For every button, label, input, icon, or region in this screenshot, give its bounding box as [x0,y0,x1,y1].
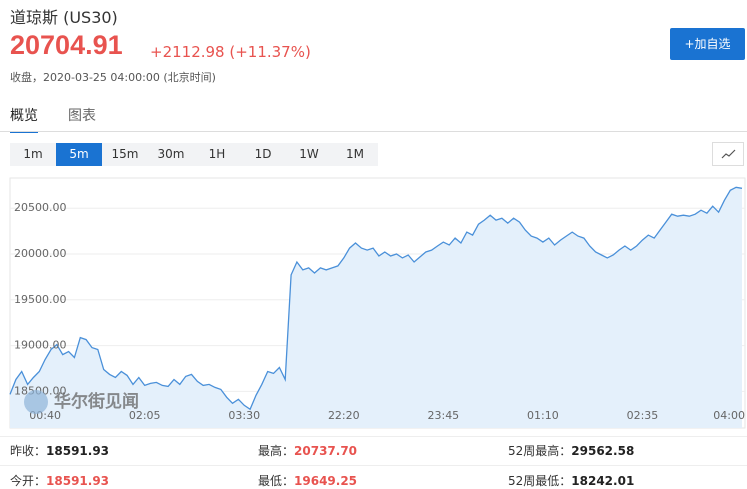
interval-button[interactable]: 15m [111,147,139,161]
stat-label: 最低： [258,474,295,488]
interval-button[interactable]: 1W [299,147,319,161]
tab[interactable]: 概览 [10,105,38,133]
x-tick-label: 02:05 [129,409,161,422]
interval-button[interactable]: 5m [56,143,102,166]
interval-bar: 1m 5m 15m 30m 1H 1D 1W 1M [10,143,378,166]
y-tick-label: 20000.00 [14,247,67,260]
stat-label: 今开： [10,474,47,488]
x-tick-label: 23:45 [427,409,459,422]
area [10,187,742,428]
price: 20704.91 [10,30,123,60]
interval-button[interactable]: 1M [346,147,364,161]
divider [0,465,747,466]
x-tick-label: 00:40 [29,409,61,422]
stat: 52周最高：29562.58 [508,442,634,459]
tab[interactable]: 图表 [68,108,96,124]
stat-label: 52周最低： [508,474,572,488]
stat: 昨收：18591.93 [10,442,109,459]
x-tick-label: 02:35 [627,409,659,422]
title: 道琼斯 (US30) [10,8,118,27]
stat: 52周最低：18242.01 [508,472,634,489]
stat: 最低：19649.25 [258,472,357,489]
x-tick-label: 01:10 [527,409,559,422]
stat-label: 最高： [258,444,295,458]
stat: 今开：18591.93 [10,472,109,489]
interval-button[interactable]: 30m [157,147,185,161]
divider [0,436,747,437]
watch-button[interactable]: +加自选 [670,28,745,60]
x-tick-label: 04:00 [713,409,745,422]
y-tick-label: 18500.00 [14,384,67,397]
stat-label: 52周最高： [508,444,572,458]
interval-button[interactable]: 1H [208,147,226,161]
watermark: 华尔街见闻 [54,391,139,412]
stat-value: 20737.70 [294,444,358,458]
interval-button[interactable]: 1D [254,147,272,161]
y-tick-label: 19500.00 [14,293,67,306]
change: +2112.98 (+11.37%) [150,43,311,61]
stat-label: 昨收： [10,444,47,458]
x-tick-label: 03:30 [228,409,260,422]
stat-value: 19649.25 [294,474,358,488]
plot-area [9,177,746,429]
grid [10,207,745,392]
stat-value: 29562.58 [571,444,635,458]
y-tick-label: 19000.00 [14,339,67,352]
stat: 最高：20737.70 [258,442,357,459]
watermark-logo [24,390,48,414]
line [9,186,743,411]
chart-type-button[interactable] [712,142,744,166]
x-tick-label: 22:20 [328,409,360,422]
stat-value: 18242.01 [571,474,635,488]
y-tick-label: 20500.00 [14,201,67,214]
interval-button[interactable]: 1m [23,147,43,161]
timestamp: 收盘，2020-03-25 04:00:00 (北京时间) [10,71,216,84]
stat-value: 18591.93 [46,444,110,458]
divider [0,131,747,132]
stat-value: 18591.93 [46,474,110,488]
